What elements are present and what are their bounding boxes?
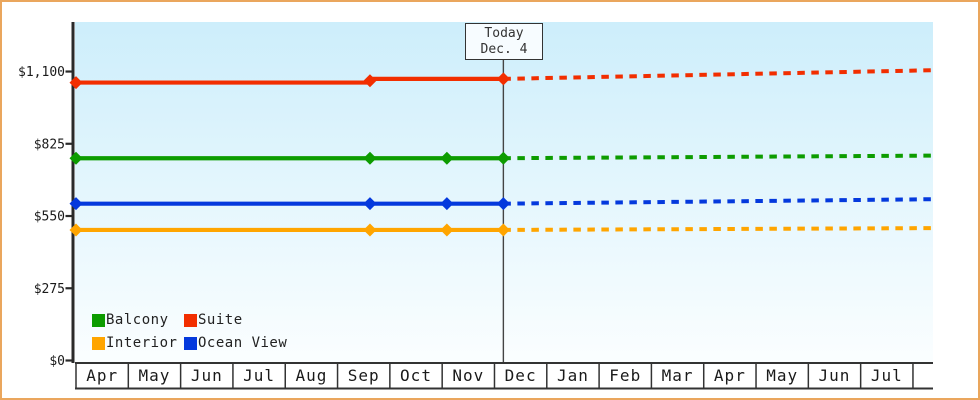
- month-label: Apr: [714, 366, 746, 385]
- month-label: Oct: [400, 366, 432, 385]
- data-point-suite: [69, 76, 83, 90]
- month-label: Jul: [243, 366, 275, 385]
- y-tick-label: $550: [34, 210, 65, 225]
- data-point-balcony: [363, 151, 377, 165]
- data-point-ocean-view: [496, 197, 510, 211]
- series-projection-ocean-view: [503, 197, 934, 206]
- series-balcony: [69, 151, 934, 165]
- today-annotation-box: Today Dec. 4: [465, 23, 543, 60]
- data-point-suite: [363, 74, 377, 88]
- month-label: Apr: [86, 366, 118, 385]
- legend-item-interior: Interior: [92, 335, 184, 351]
- month-label: Dec: [505, 366, 537, 385]
- legend-item-balcony: Balcony: [92, 312, 184, 328]
- series-projection-balcony: [503, 153, 934, 161]
- series-interior: [69, 223, 934, 237]
- data-point-ocean-view: [363, 197, 377, 211]
- data-point-interior: [69, 223, 83, 237]
- series-projection-suite: [503, 68, 934, 81]
- month-label: Jun: [191, 366, 223, 385]
- legend-swatch-ocean-view-icon: [184, 336, 197, 350]
- month-label: Sep: [348, 366, 380, 385]
- today-label: Today: [484, 26, 524, 41]
- legend-label: Interior: [106, 335, 178, 351]
- month-grid: Apr May Jun Jul Aug Sep Oct Nov Dec Jan Feb Mar Apr M…: [75, 362, 933, 390]
- legend-swatch-interior-icon: [92, 336, 105, 350]
- data-point-interior: [440, 223, 454, 237]
- data-point-balcony: [440, 151, 454, 165]
- month-label: Aug: [295, 366, 327, 385]
- y-tick-label: $275: [34, 282, 65, 297]
- legend: Balcony Suite Interior Ocean View: [92, 312, 287, 351]
- month-label: Feb: [609, 366, 641, 385]
- data-point-suite: [496, 72, 510, 86]
- month-label: Jan: [557, 366, 589, 385]
- y-tick-label: $0: [49, 354, 65, 369]
- month-label: Jul: [871, 366, 903, 385]
- data-point-balcony: [496, 151, 510, 165]
- y-tick-label: $1,100: [18, 65, 65, 80]
- data-point-interior: [496, 223, 510, 237]
- month-label: May: [139, 366, 171, 385]
- data-point-ocean-view: [440, 197, 454, 211]
- today-date: Dec. 4: [480, 42, 528, 57]
- month-label: Jun: [819, 366, 851, 385]
- month-label: Mar: [662, 366, 694, 385]
- month-label: May: [766, 366, 798, 385]
- data-point-ocean-view: [69, 197, 83, 211]
- series-suite: [69, 68, 934, 90]
- legend-label: Suite: [198, 312, 243, 328]
- series-ocean-view: [69, 197, 934, 211]
- legend-label: Ocean View: [198, 335, 288, 351]
- legend-label: Balcony: [106, 312, 169, 328]
- legend-swatch-suite-icon: [184, 313, 197, 327]
- legend-swatch-balcony-icon: [92, 313, 105, 327]
- legend-item-ocean-view: Ocean View: [184, 335, 287, 351]
- y-tick-label: $825: [34, 137, 65, 152]
- series-projection-interior: [503, 226, 934, 232]
- y-axis: $1,100 $825 $550 $275 $0: [18, 22, 75, 369]
- legend-item-suite: Suite: [184, 312, 287, 328]
- data-point-interior: [363, 223, 377, 237]
- month-label: Nov: [452, 366, 484, 385]
- data-point-balcony: [69, 151, 83, 165]
